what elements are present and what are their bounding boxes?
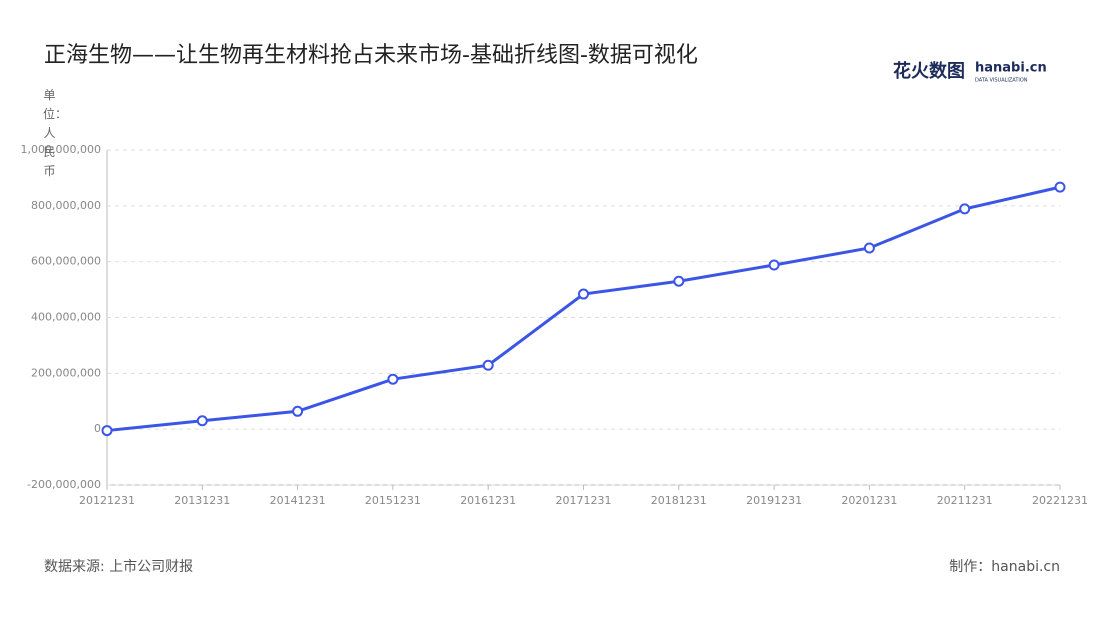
series-line — [106, 185, 1061, 433]
x-tick-label: 20151231 — [365, 494, 421, 507]
credit: 制作：hanabi.cn — [949, 559, 1060, 575]
y-tick-label: 0 — [94, 422, 101, 435]
x-tick-label: 20221231 — [1032, 494, 1088, 507]
x-tick-label: 20211231 — [937, 494, 993, 507]
y-tick-label: 1,000,000,000 — [21, 143, 101, 156]
x-tick-label: 20171231 — [556, 494, 612, 507]
x-tick-label: 20191231 — [746, 494, 802, 507]
point — [1054, 181, 1066, 193]
x-tick-label: 20131231 — [174, 494, 230, 507]
y-tick-label: -200,000,000 — [27, 478, 101, 491]
point — [292, 405, 304, 417]
point — [959, 203, 971, 215]
point — [387, 373, 399, 385]
source: 数据来源: 上市公司财报 — [44, 558, 193, 575]
point — [673, 275, 685, 287]
point — [768, 259, 780, 271]
y-tick-label: 600,000,000 — [31, 255, 101, 268]
x-tick-label: 20181231 — [651, 494, 707, 507]
point — [863, 242, 875, 254]
point — [101, 425, 113, 437]
x-tick-label: 20201231 — [841, 494, 897, 507]
logo-sub: DATA VISUALIZATION — [975, 78, 1028, 84]
logo: 花火数图 — [893, 60, 965, 82]
y-tick-label: 200,000,000 — [31, 366, 101, 379]
chart-title: 正海生物——让生物再生材料抢占未来市场-基础折线图-数据可视化 — [44, 43, 698, 68]
point — [482, 359, 494, 371]
logo-site: hanabi.cn — [975, 61, 1047, 76]
x-tick-label: 20141231 — [270, 494, 326, 507]
point — [196, 415, 208, 427]
y-axis-label: 单位：人民币 — [43, 88, 68, 178]
x-tick-label: 20161231 — [460, 494, 516, 507]
y-tick-label: 400,000,000 — [31, 311, 101, 324]
point — [578, 288, 589, 300]
y-tick-label: 800,000,000 — [31, 199, 101, 212]
x-tick-label: 20121231 — [79, 494, 135, 507]
